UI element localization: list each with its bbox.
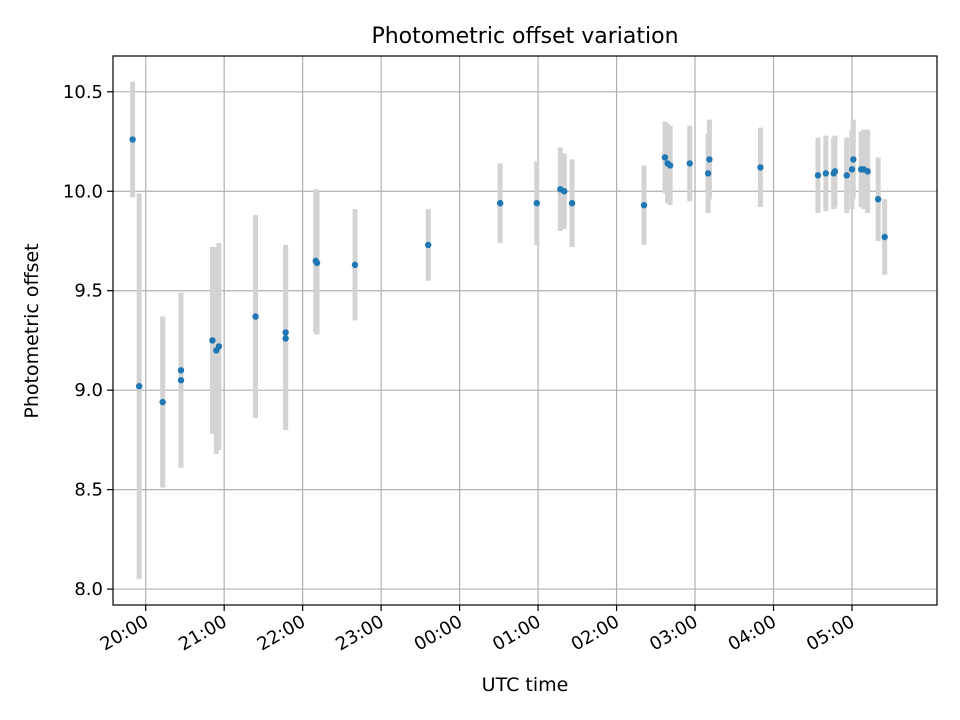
- data-point: [313, 259, 321, 267]
- data-point: [252, 313, 259, 320]
- data-point: [666, 162, 674, 169]
- y-tick-label: 8.0: [74, 579, 103, 600]
- data-point: [496, 199, 504, 207]
- data-point: [814, 172, 822, 179]
- y-tick-label: 9.0: [74, 380, 103, 401]
- x-axis-title: UTC time: [482, 674, 569, 696]
- data-point: [282, 335, 289, 342]
- data-point: [640, 201, 648, 209]
- y-axis-title: Photometric offset: [21, 243, 43, 418]
- data-point: [533, 199, 540, 207]
- chart-title: Photometric offset variation: [371, 24, 678, 49]
- data-point: [129, 136, 136, 143]
- data-point: [704, 170, 712, 177]
- data-point: [215, 343, 223, 350]
- data-point: [568, 199, 576, 207]
- data-point: [159, 398, 166, 406]
- data-point: [661, 154, 669, 161]
- data-point: [874, 196, 882, 203]
- data-point: [757, 164, 764, 171]
- data-point: [282, 329, 289, 336]
- data-point: [177, 377, 185, 384]
- data-point: [561, 188, 568, 195]
- y-tick-label: 10.0: [63, 181, 103, 202]
- y-tick-label: 8.5: [74, 480, 103, 501]
- data-point: [850, 156, 857, 163]
- data-point: [843, 172, 850, 179]
- data-point: [706, 156, 713, 163]
- y-tick-label: 9.5: [74, 281, 103, 302]
- data-point: [135, 382, 143, 390]
- plot-frame: [112, 55, 938, 606]
- data-point: [831, 168, 839, 175]
- grid: [113, 56, 937, 605]
- data-point: [209, 337, 216, 344]
- data-point: [425, 241, 432, 249]
- data-point: [351, 261, 359, 269]
- y-tick-label: 10.5: [63, 82, 103, 103]
- data-point: [848, 166, 856, 173]
- data-point: [686, 160, 693, 167]
- data-point: [822, 170, 830, 177]
- data-point: [864, 168, 871, 175]
- data-point: [881, 233, 888, 241]
- data-points: [129, 136, 888, 406]
- data-point: [177, 367, 185, 374]
